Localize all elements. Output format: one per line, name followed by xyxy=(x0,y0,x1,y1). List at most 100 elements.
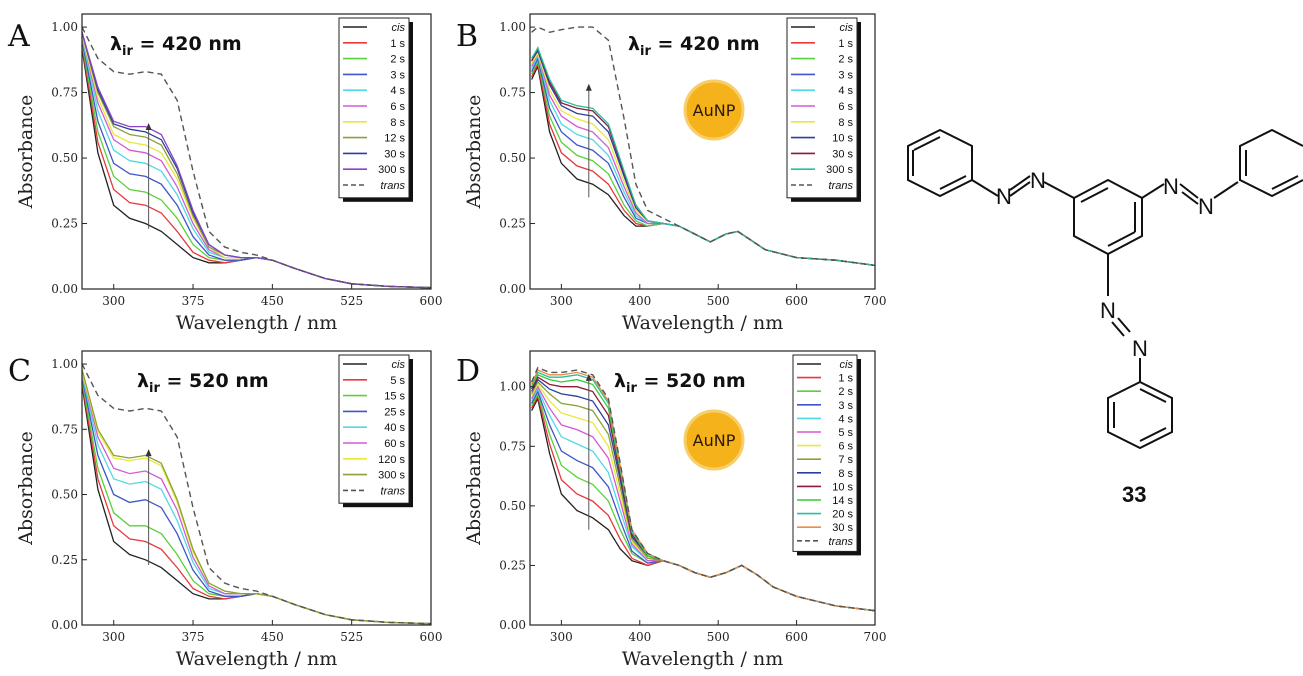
legend-label: 25 s xyxy=(384,406,405,418)
y-tick-label: 1.00 xyxy=(499,20,526,34)
legend-label: trans xyxy=(381,485,406,497)
y-tick-label: 0.25 xyxy=(51,553,78,567)
x-tick-label: 375 xyxy=(182,294,205,308)
panel-a: 300 375 450 525 600 0.00 0.25 0.50 0.75 1.00 Wavel… xyxy=(7,13,442,334)
x-tick-label: 400 xyxy=(628,294,651,308)
x-tick-label: 600 xyxy=(785,630,808,644)
y-tick-label: 0.75 xyxy=(499,439,526,453)
y-axis-title: Absorbance xyxy=(15,95,37,210)
legend-label: 300 s xyxy=(378,470,405,482)
legend-label: 1 s xyxy=(838,373,853,385)
legend-label: 7 s xyxy=(838,454,853,466)
legend-label: trans xyxy=(829,180,854,192)
legend-label: 4 s xyxy=(390,85,405,97)
x-tick-label: 375 xyxy=(182,630,205,644)
legend-label: 5 s xyxy=(390,375,405,387)
legend-label: cis xyxy=(392,22,406,34)
irradiation-wavelength-label: λir = 520 nm xyxy=(137,370,269,396)
legend-c: cis 5 s 15 s 25 s 40 s 60 s 120 s 300 s trans xyxy=(338,354,413,508)
legend-label: 30 s xyxy=(832,522,853,534)
legend-label: 1 s xyxy=(390,38,405,50)
legend-label: 3 s xyxy=(390,69,405,81)
panel-letter: B xyxy=(456,19,478,54)
x-tick-label: 300 xyxy=(550,294,573,308)
y-tick-label: 0.25 xyxy=(51,217,78,231)
y-tick-label: 0.00 xyxy=(51,282,78,296)
plot-frame-a xyxy=(81,13,432,290)
legend-label: 6 s xyxy=(838,101,853,113)
y-tick-label: 0.00 xyxy=(499,282,526,296)
series-line-a-10 xyxy=(82,26,431,289)
legend-label: 15 s xyxy=(384,391,405,403)
trend-arrowhead-b xyxy=(585,83,592,91)
x-tick-label: 300 xyxy=(102,294,125,308)
legend-label: 2 s xyxy=(390,54,405,66)
series-line-c-8 xyxy=(82,363,431,625)
irradiation-wavelength-label: λir = 520 nm xyxy=(614,370,746,396)
legend-label: cis xyxy=(392,359,406,371)
legend-label: trans xyxy=(381,180,406,192)
y-axis-title: Absorbance xyxy=(15,431,37,546)
plot-frame-c xyxy=(81,350,432,626)
legend-label: 10 s xyxy=(832,481,853,493)
x-tick-label: 600 xyxy=(785,294,808,308)
x-tick-label: 300 xyxy=(550,630,573,644)
x-tick-label: 400 xyxy=(628,630,651,644)
aunp-circle xyxy=(683,409,745,471)
legend-label: 3 s xyxy=(838,400,853,412)
y-tick-label: 0.50 xyxy=(51,151,78,165)
panel-b: 300 400 500 600 700 0.00 0.25 0.50 0.75 1.00 Wavel… xyxy=(456,13,886,334)
y-tick-label: 0.25 xyxy=(499,217,526,231)
legend-label: 6 s xyxy=(838,441,853,453)
y-tick-label: 0.50 xyxy=(51,488,78,502)
curves-d xyxy=(530,366,875,612)
legend-label: 8 s xyxy=(838,468,853,480)
x-axis-title: Wavelength / nm xyxy=(622,312,784,334)
legend-label: 14 s xyxy=(832,495,853,507)
y-tick-label: 0.50 xyxy=(499,499,526,513)
legend-label: 60 s xyxy=(384,438,405,450)
legend-label: 2 s xyxy=(838,54,853,66)
x-tick-label: 450 xyxy=(261,294,284,308)
x-tick-label: 300 xyxy=(102,630,125,644)
legend-label: 2 s xyxy=(838,386,853,398)
trend-arrowhead-c xyxy=(145,449,152,457)
legend-label: 40 s xyxy=(384,422,405,434)
legend-label: 1 s xyxy=(838,38,853,50)
x-tick-label: 525 xyxy=(340,630,363,644)
y-tick-label: 0.75 xyxy=(499,86,526,100)
legend-label: 5 s xyxy=(838,427,853,439)
legend-label: 8 s xyxy=(838,117,853,129)
aunp-label: AuNP xyxy=(693,431,736,450)
curves-c xyxy=(82,363,431,625)
legend-label: 3 s xyxy=(838,69,853,81)
curves-a xyxy=(82,26,431,289)
legend-label: 4 s xyxy=(838,413,853,425)
panel-letter: A xyxy=(7,19,30,54)
panel-d: 300 400 500 600 700 0.00 0.25 0.50 0.75 1.00 Wavel… xyxy=(456,350,886,670)
legend-label: 30 s xyxy=(384,148,405,160)
y-tick-label: 0.00 xyxy=(51,618,78,632)
irradiation-wavelength-label: λir = 420 nm xyxy=(110,33,242,59)
x-axis-title: Wavelength / nm xyxy=(176,312,338,334)
aunp-label: AuNP xyxy=(693,101,736,120)
y-tick-label: 0.50 xyxy=(499,151,526,165)
series-line-d-13 xyxy=(530,366,875,612)
legend-label: 300 s xyxy=(378,164,405,176)
legend-label: trans xyxy=(829,536,854,548)
y-tick-label: 1.00 xyxy=(499,380,526,394)
x-axis-title: Wavelength / nm xyxy=(176,648,338,670)
legend-label: 30 s xyxy=(832,148,853,160)
panel-letter: D xyxy=(456,354,480,389)
aunp-badge: AuNP xyxy=(683,409,745,471)
trend-arrowhead-a xyxy=(145,123,152,130)
legend-label: 300 s xyxy=(826,164,853,176)
legend-label: 12 s xyxy=(384,133,405,145)
y-tick-label: 0.25 xyxy=(499,558,526,572)
legend-label: cis xyxy=(840,22,854,34)
legend-b: cis 1 s 2 s 3 s 4 s 6 s 8 s 10 s 30 s 300 s trans xyxy=(786,17,861,202)
y-tick-label: 1.00 xyxy=(51,20,78,34)
x-tick-label: 525 xyxy=(340,294,363,308)
legend-label: 8 s xyxy=(390,117,405,129)
